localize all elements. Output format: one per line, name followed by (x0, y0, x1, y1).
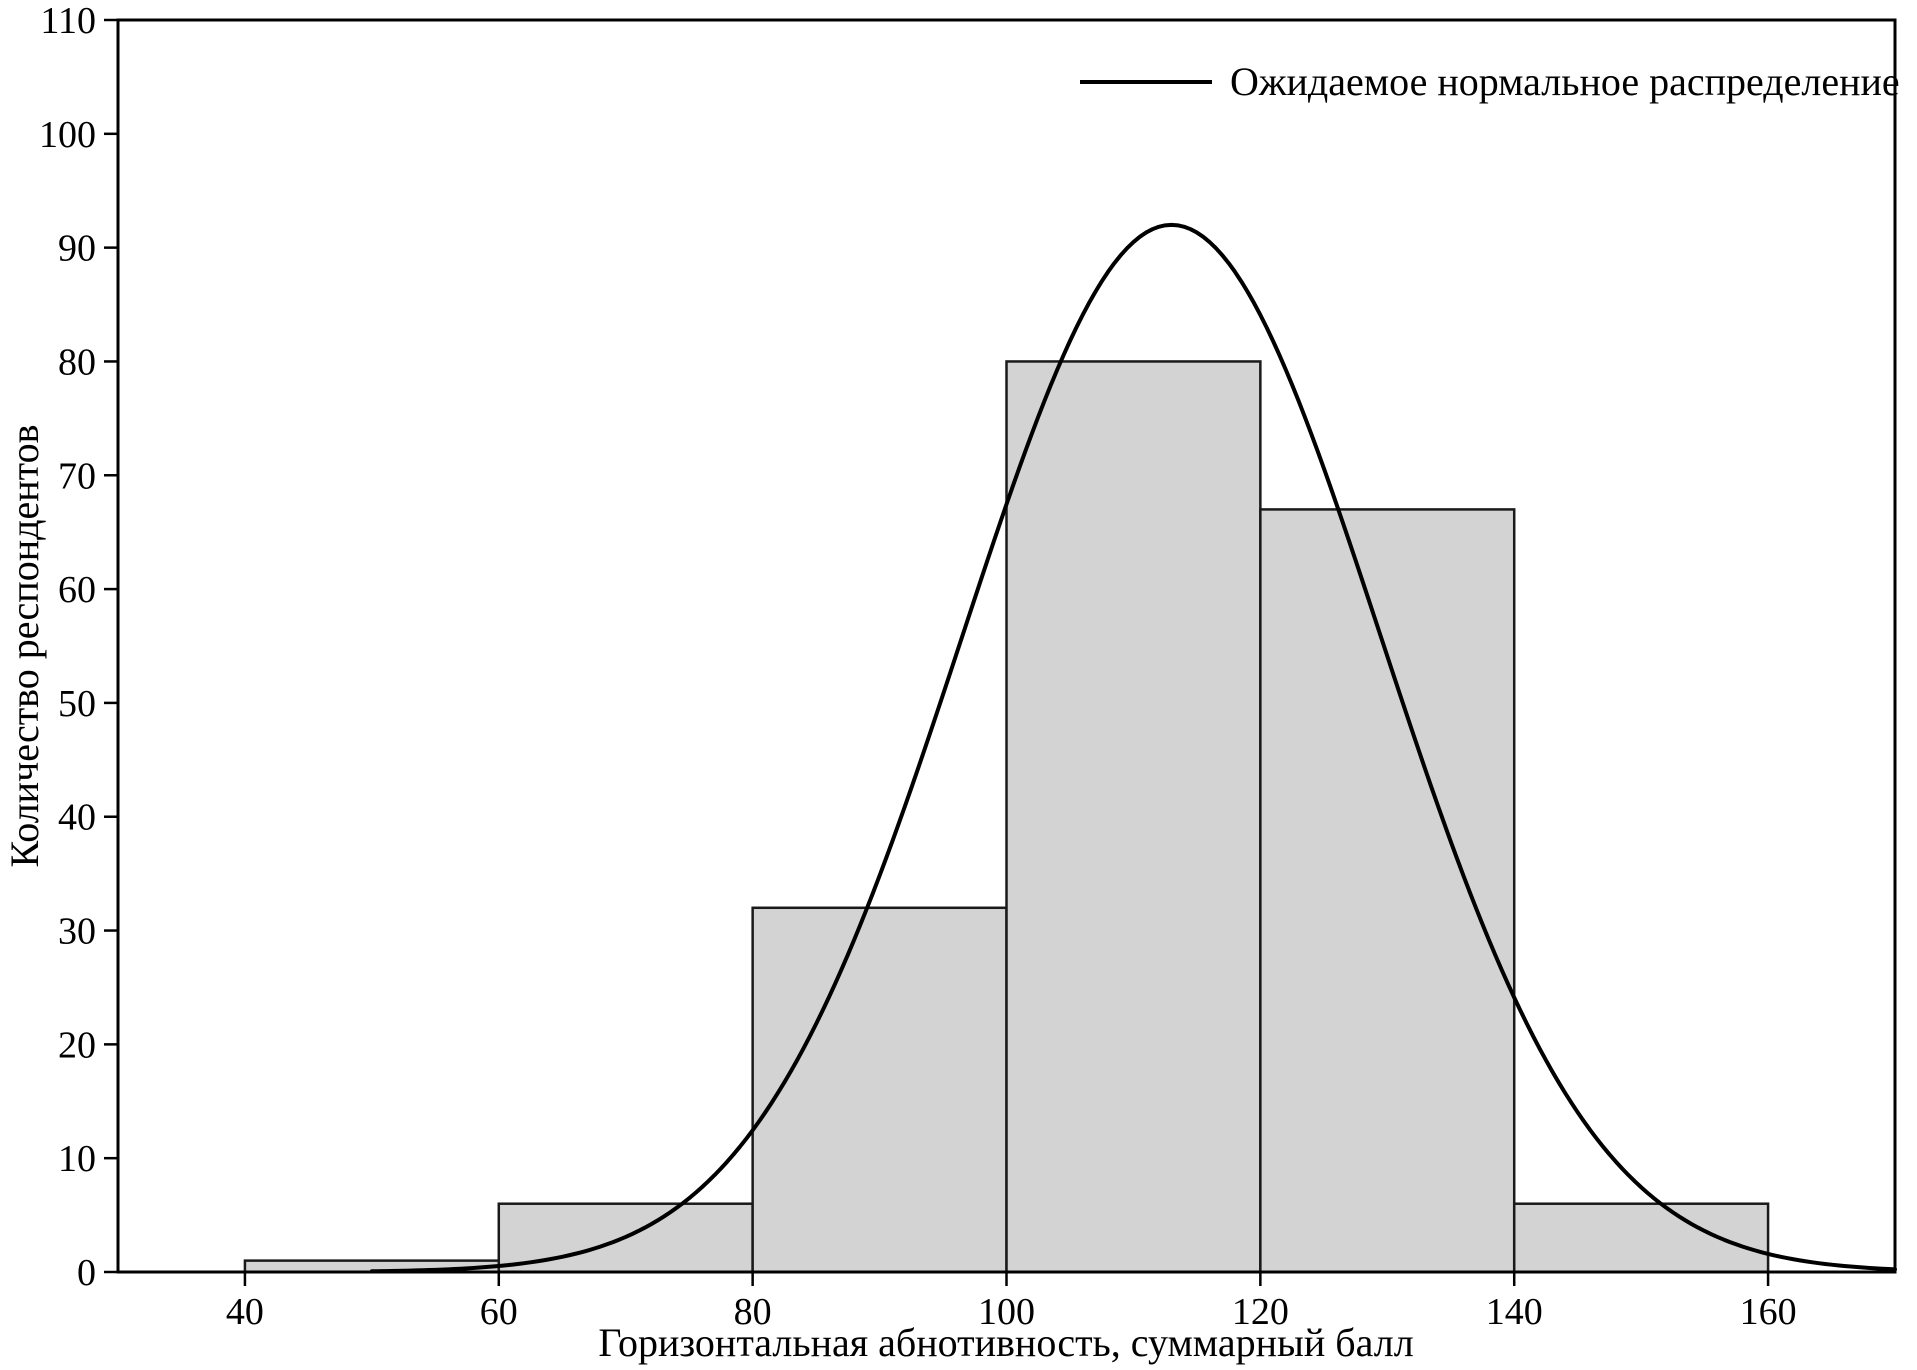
legend-label: Ожидаемое нормальное распределение (1230, 59, 1900, 104)
x-axis-label: Горизонтальная абнотивность, суммарный б… (598, 1320, 1413, 1365)
legend: Ожидаемое нормальное распределение (1080, 59, 1900, 104)
bars-group (243, 360, 1770, 1274)
y-tick-label: 90 (58, 228, 96, 270)
y-tick-label: 40 (58, 797, 96, 839)
y-tick-label: 80 (58, 341, 96, 383)
y-tick-label: 110 (40, 0, 96, 42)
y-tick-label: 20 (58, 1024, 96, 1066)
y-tick-label: 10 (58, 1138, 96, 1180)
histogram-bar (751, 906, 1008, 1274)
x-tick-label: 40 (226, 1291, 264, 1333)
y-tick-label: 30 (58, 911, 96, 953)
y-tick-label: 100 (39, 114, 96, 156)
x-tick-label: 80 (734, 1291, 772, 1333)
histogram-bar (1005, 360, 1262, 1274)
histogram-bar (1259, 508, 1516, 1274)
normal-curve (369, 222, 1897, 1274)
y-tick-label: 70 (58, 455, 96, 497)
x-tick-label: 60 (480, 1291, 518, 1333)
y-tick-label: 0 (77, 1252, 96, 1294)
x-tick-label: 120 (1232, 1291, 1289, 1333)
x-tick-label: 160 (1740, 1291, 1797, 1333)
x-tick-label: 140 (1486, 1291, 1543, 1333)
ticks-group (104, 18, 1770, 1286)
histogram-bar (1512, 1202, 1770, 1274)
x-tick-label: 100 (978, 1291, 1035, 1333)
y-axis-label: Количество респондентов (2, 425, 47, 868)
y-tick-label: 60 (58, 569, 96, 611)
tick-labels-group: 0 10 20 30 40 50 60 70 80 90 100 110 40 60 80 100 120 140… (39, 0, 1797, 1333)
y-tick-label: 50 (58, 683, 96, 725)
